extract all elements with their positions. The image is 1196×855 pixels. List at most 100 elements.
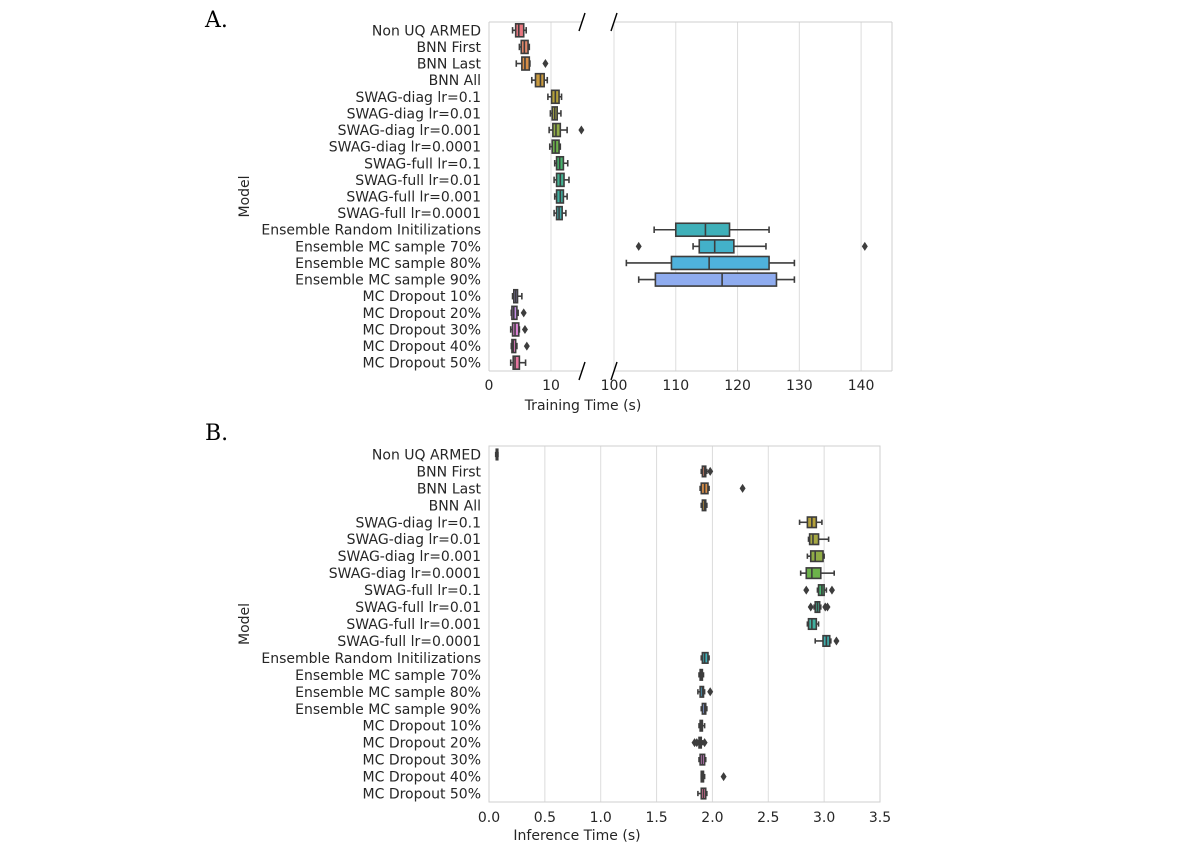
b-swag-full-lr-0-1-outlier-1 [828, 585, 835, 595]
y-axis-title: Model [237, 603, 253, 645]
b-ensemble-mc-sample-80-outlier-0 [707, 687, 714, 697]
b-swag-full-lr-0-0001-outlier-0 [833, 636, 840, 646]
category-label-ensemble-mc-sample-80: Ensemble MC sample 80% [295, 685, 481, 701]
category-label-swag-full-lr-0-01: SWAG-full lr=0.01 [355, 173, 481, 189]
x-tick-label-right-110: 110 [662, 378, 689, 394]
category-label-bnn-first: BNN First [417, 464, 482, 480]
panel-a-letter: A. [204, 8, 228, 33]
category-label-ensemble-mc-sample-90: Ensemble MC sample 90% [295, 702, 481, 718]
category-label-ensemble-mc-sample-70: Ensemble MC sample 70% [295, 668, 481, 684]
category-label-ensemble-random-initilizations: Ensemble Random Initilizations [261, 223, 481, 239]
a-ensemble-mc-sample-90-box [654, 272, 778, 287]
a-mc-dropout-40-outlier-0 [523, 341, 530, 351]
b-bnn-first-outlier-0 [707, 466, 714, 476]
category-label-swag-full-lr-0-1: SWAG-full lr=0.1 [364, 156, 481, 172]
b-swag-diag-lr-0-001-box [809, 550, 824, 563]
panel-b-letter: B. [205, 421, 228, 446]
x-axis-title: Inference Time (s) [513, 828, 640, 844]
y-axis-title: Model [237, 175, 253, 217]
category-label-mc-dropout-30: MC Dropout 30% [363, 322, 481, 338]
category-label-mc-dropout-30: MC Dropout 30% [363, 753, 481, 769]
a-non-uq-armed-box [514, 23, 525, 38]
x-tick-label-left-10: 10 [542, 378, 560, 394]
category-label-mc-dropout-40: MC Dropout 40% [363, 770, 481, 786]
category-label-swag-diag-lr-0-001: SWAG-diag lr=0.001 [338, 123, 481, 139]
category-label-swag-full-lr-0-0001: SWAG-full lr=0.0001 [337, 634, 481, 650]
category-label-ensemble-random-initilizations: Ensemble Random Initilizations [261, 651, 481, 667]
category-label-swag-diag-lr-0-01: SWAG-diag lr=0.01 [347, 106, 481, 122]
category-label-swag-diag-lr-0-1: SWAG-diag lr=0.1 [355, 515, 481, 531]
category-label-swag-diag-lr-0-0001: SWAG-diag lr=0.0001 [329, 140, 481, 156]
x-tick-label-0: 0.0 [478, 810, 500, 826]
a-ensemble-mc-sample-70-outlier-0 [635, 241, 642, 251]
plot-frame [488, 445, 881, 803]
a-bnn-last-outlier-0 [542, 59, 549, 69]
category-label-bnn-last: BNN Last [417, 481, 482, 497]
category-label-mc-dropout-10: MC Dropout 10% [363, 719, 481, 735]
x-tick-label-right-120: 120 [724, 378, 751, 394]
x-tick-label-5: 2.5 [757, 810, 779, 826]
a-ensemble-random-initilizations-box [674, 222, 731, 238]
category-label-mc-dropout-20: MC Dropout 20% [363, 736, 481, 752]
a-ensemble-mc-sample-70-box [698, 239, 735, 254]
b-mc-dropout-20-outlier-1 [693, 738, 700, 748]
axis-break-mark-1 [578, 361, 586, 381]
x-tick-label-left-0: 0 [485, 378, 494, 394]
category-label-swag-full-lr-0-001: SWAG-full lr=0.001 [346, 190, 481, 206]
category-label-bnn-first: BNN First [417, 40, 482, 56]
x-tick-label-7: 3.5 [869, 810, 891, 826]
b-mc-dropout-20-outlier-2 [701, 738, 708, 748]
a-swag-diag-lr-0-001-outlier-0 [578, 125, 585, 135]
x-tick-label-right-130: 130 [786, 378, 813, 394]
category-label-swag-diag-lr-0-01: SWAG-diag lr=0.01 [347, 532, 481, 548]
category-label-swag-diag-lr-0-1: SWAG-diag lr=0.1 [355, 90, 481, 106]
category-label-mc-dropout-40: MC Dropout 40% [363, 339, 481, 355]
category-label-bnn-all: BNN All [429, 498, 481, 514]
a-mc-dropout-20-outlier-0 [520, 308, 527, 318]
category-label-bnn-all: BNN All [429, 73, 481, 89]
b-swag-full-lr-0-1-outlier-0 [803, 585, 810, 595]
category-label-ensemble-mc-sample-80: Ensemble MC sample 80% [295, 256, 481, 272]
category-label-bnn-last: BNN Last [417, 57, 482, 73]
x-tick-label-6: 3.0 [813, 810, 835, 826]
x-tick-label-right-100: 100 [601, 378, 628, 394]
b-swag-full-lr-0-01-outlier-0 [807, 602, 814, 612]
a-ensemble-mc-sample-80-box [670, 255, 770, 271]
x-tick-label-right-140: 140 [848, 378, 875, 394]
category-label-swag-diag-lr-0-0001: SWAG-diag lr=0.0001 [329, 566, 481, 582]
a-mc-dropout-30-outlier-0 [521, 324, 528, 334]
category-label-ensemble-mc-sample-70: Ensemble MC sample 70% [295, 239, 481, 255]
category-label-swag-full-lr-0-01: SWAG-full lr=0.01 [355, 600, 481, 616]
category-label-swag-full-lr-0-001: SWAG-full lr=0.001 [346, 617, 481, 633]
x-tick-label-4: 2.0 [701, 810, 723, 826]
axis-break-mark-2 [610, 12, 618, 32]
axis-break-mark-0 [578, 12, 586, 32]
category-label-mc-dropout-10: MC Dropout 10% [363, 289, 481, 305]
category-label-swag-full-lr-0-0001: SWAG-full lr=0.0001 [337, 206, 481, 222]
a-ensemble-mc-sample-70-outlier-1 [861, 241, 868, 251]
category-label-non-uq-armed: Non UQ ARMED [372, 447, 481, 463]
b-bnn-last-outlier-0 [739, 483, 746, 493]
category-label-mc-dropout-20: MC Dropout 20% [363, 306, 481, 322]
x-tick-label-3: 1.5 [645, 810, 667, 826]
b-mc-dropout-40-outlier-0 [720, 772, 727, 782]
panel-b-boxes [494, 448, 840, 800]
b-swag-full-lr-0-01-outlier-2 [824, 602, 831, 612]
a-mc-dropout-50-box [512, 355, 521, 370]
category-label-ensemble-mc-sample-90: Ensemble MC sample 90% [295, 273, 481, 289]
category-label-non-uq-armed: Non UQ ARMED [372, 23, 481, 39]
x-tick-label-2: 1.0 [590, 810, 612, 826]
category-label-swag-full-lr-0-1: SWAG-full lr=0.1 [364, 583, 481, 599]
panel-a-right-segment [625, 222, 868, 287]
b-swag-diag-lr-0-0001-box [805, 567, 822, 580]
panel-a-left-segment [509, 23, 585, 370]
b-swag-diag-lr-0-01-box [808, 533, 820, 546]
category-label-mc-dropout-50: MC Dropout 50% [363, 356, 481, 372]
category-label-swag-diag-lr-0-001: SWAG-diag lr=0.001 [338, 549, 481, 565]
x-axis-title: Training Time (s) [524, 398, 642, 414]
category-label-mc-dropout-50: MC Dropout 50% [363, 787, 481, 803]
x-tick-label-1: 0.5 [534, 810, 556, 826]
